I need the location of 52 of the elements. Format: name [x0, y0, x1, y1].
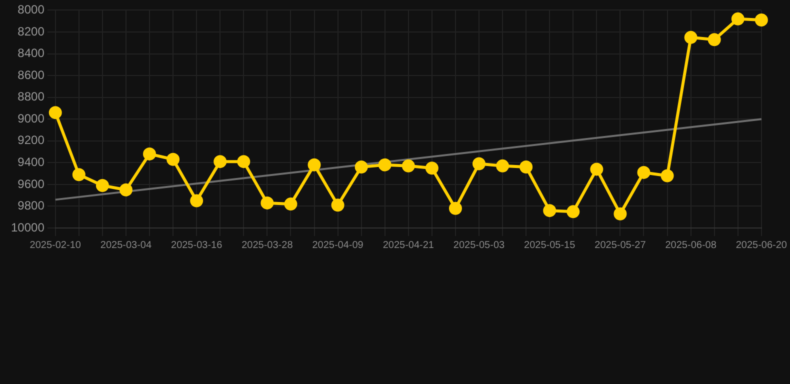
point — [308, 158, 321, 172]
point — [543, 204, 556, 218]
point — [660, 169, 674, 182]
point — [72, 168, 86, 182]
y-tick-label: 9200 — [18, 133, 45, 148]
point — [520, 160, 533, 174]
x-tick-label: 2025-03-28 — [242, 240, 294, 251]
point — [684, 30, 698, 44]
point — [284, 198, 298, 211]
y-tick-label: 8600 — [18, 68, 45, 82]
point — [237, 155, 250, 168]
y-tick-label: 8800 — [18, 90, 45, 104]
point — [190, 194, 204, 208]
x-tick-label: 2025-04-09 — [312, 240, 364, 251]
point — [708, 33, 721, 46]
point — [119, 183, 132, 196]
point — [754, 14, 768, 26]
point — [425, 162, 438, 175]
point — [214, 155, 227, 168]
x-tick-label: 2025-05-03 — [453, 240, 506, 251]
point — [166, 152, 180, 166]
point — [566, 205, 580, 218]
y-tick-label: 9000 — [18, 111, 45, 126]
point — [448, 202, 462, 215]
point — [96, 179, 109, 192]
point — [378, 158, 392, 172]
x-tick-label: 2025-05-15 — [524, 240, 576, 251]
x-tick-label: 2025-06-08 — [665, 240, 717, 251]
y-tick-label: 9800 — [18, 198, 45, 213]
point — [496, 159, 510, 172]
x-tick-label: 2025-05-27 — [594, 240, 646, 251]
point — [402, 159, 415, 172]
y-tick-label: 10000 — [10, 220, 45, 234]
y-tick-label: 9400 — [18, 154, 45, 169]
y-tick-label: 8000 — [18, 2, 45, 17]
point — [472, 157, 486, 170]
x-tick-label: 2025-06-20 — [736, 240, 788, 251]
x-tick-label: 2025-03-04 — [100, 240, 152, 251]
x-tick-label: 2025-03-16 — [171, 240, 223, 251]
point — [143, 147, 156, 160]
point — [354, 160, 368, 174]
point — [614, 207, 627, 220]
y-tick-label: 8400 — [18, 46, 45, 60]
x-tick-label: 2025-02-10 — [30, 240, 82, 251]
y-tick-label: 8200 — [18, 24, 45, 38]
point — [260, 196, 274, 210]
point — [331, 198, 344, 212]
point — [731, 12, 744, 26]
point — [590, 162, 604, 176]
x-tick-label: 2025-04-21 — [382, 240, 434, 251]
y-tick-label: 9600 — [18, 176, 45, 191]
point — [637, 166, 650, 179]
